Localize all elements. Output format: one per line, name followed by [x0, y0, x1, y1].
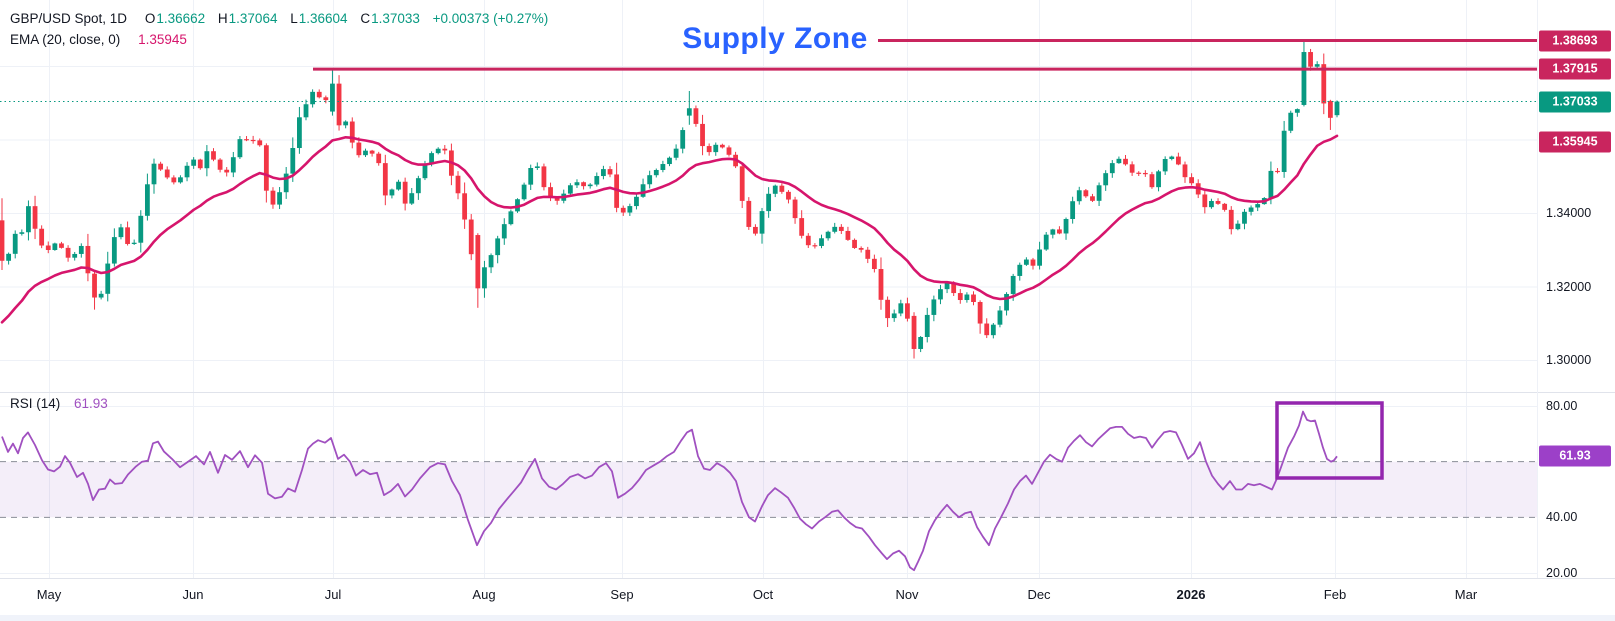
time-axis-label-dec: Dec [1027, 587, 1051, 602]
close-value: 1.37033 [371, 11, 420, 26]
time-axis-label-jul: Jul [324, 587, 342, 602]
time-axis-label-jun: Jun [182, 587, 204, 602]
rsi-label[interactable]: RSI (14) [10, 396, 61, 411]
candles-layer[interactable] [0, 40, 1340, 359]
time-axis-label-may: May [36, 587, 62, 602]
price-badge-1_38693: 1.38693 [1539, 30, 1611, 52]
rsi-highlight-box[interactable] [1275, 401, 1384, 480]
close-label: C [360, 11, 371, 26]
price-badge-1_35945: 1.35945 [1539, 131, 1611, 153]
axis-tick-label: 1.34000 [1546, 206, 1592, 220]
high-label: H [217, 11, 228, 26]
change-value: +0.00373 (+0.27%) [432, 11, 549, 26]
axis-tick-label: 80.00 [1546, 399, 1578, 413]
time-axis-label-2026: 2026 [1176, 587, 1206, 602]
open-value: 1.36662 [156, 11, 206, 26]
rsi-line[interactable] [1, 410, 1338, 572]
axis-tick-label: 1.30000 [1546, 353, 1592, 367]
low-label: L [290, 11, 298, 26]
ema-label[interactable]: EMA (20, close, 0) [10, 32, 121, 47]
time-axis-label-nov: Nov [895, 587, 919, 602]
rsi-value: 61.93 [74, 396, 108, 411]
time-axis-label-mar: Mar [1454, 587, 1478, 602]
time-axis-label-feb: Feb [1323, 587, 1347, 602]
time-axis-label-sep: Sep [610, 587, 634, 602]
time-axis-label-oct: Oct [752, 587, 774, 602]
price-badge-1_37033: 1.37033 [1539, 91, 1611, 113]
symbol-legend[interactable]: GBP/USD Spot, 1D O1.36662 H1.37064 L1.36… [10, 8, 557, 50]
time-axis-label-aug: Aug [472, 587, 496, 602]
rsi-legend[interactable]: RSI (14) 61.93 [10, 396, 108, 411]
rsi-band [0, 461, 1537, 518]
high-value: 1.37064 [228, 11, 278, 26]
price-badge-1_37915: 1.37915 [1539, 58, 1611, 80]
symbol-title[interactable]: GBP/USD Spot, 1D [10, 11, 128, 26]
symbol-legend-row-main[interactable]: GBP/USD Spot, 1D O1.36662 H1.37064 L1.36… [10, 8, 557, 29]
axis-tick-label: 1.32000 [1546, 279, 1592, 294]
supply-zone-label[interactable]: Supply Zone [682, 22, 868, 55]
open-label: O [144, 11, 156, 26]
time-axis[interactable]: May Jun Jul Aug Sep Oct Nov Dec 2026 Feb Mar [0, 579, 1615, 615]
window-bottom-strip [0, 615, 1615, 621]
price-badge-61_93: 61.93 [1539, 445, 1611, 467]
axis-tick-label: 20.00 [1546, 565, 1578, 580]
ema-value: 1.35945 [138, 32, 187, 47]
axis-tick-label: 40.00 [1546, 510, 1578, 525]
ema-legend-row[interactable]: EMA (20, close, 0) 1.35945 [10, 29, 557, 50]
ema-line[interactable] [0, 134, 1339, 324]
low-value: 1.36604 [298, 11, 348, 26]
